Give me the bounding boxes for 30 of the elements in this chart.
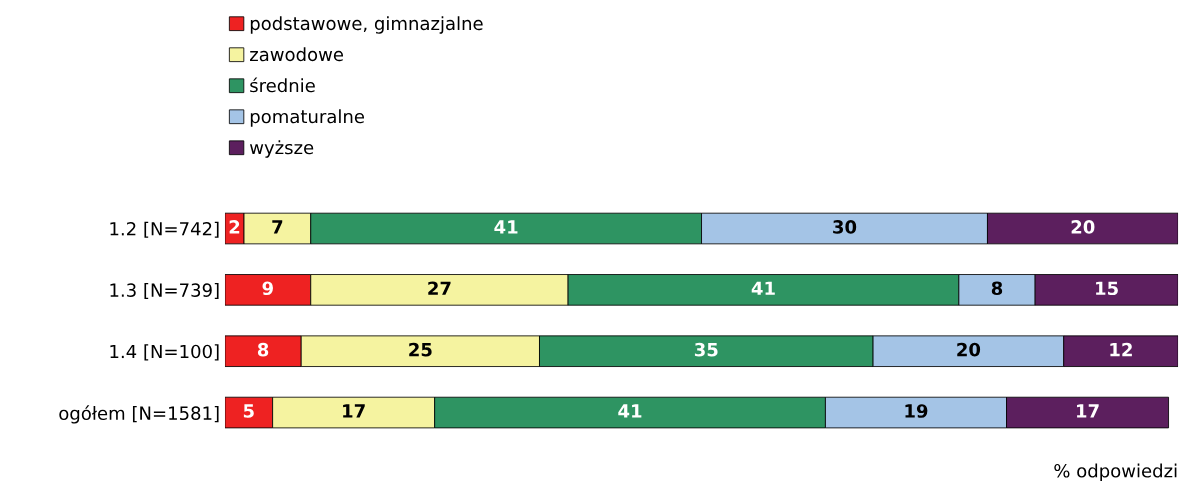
data-label: 35 [694,342,718,357]
data-label: 7 [272,220,283,234]
x-axis-title: % odpowiedzi [1054,463,1177,482]
data-label: 2 [229,220,240,234]
data-label: 27 [428,281,451,295]
data-label: 9 [262,281,273,296]
data-label: 41 [618,404,642,418]
y-tick-label: ogółem [N=1581] [59,405,219,424]
legend-label: pomaturalne [250,109,365,127]
y-tick-label: 1.2 [N=742] [110,221,219,238]
data-label: 15 [1096,281,1118,296]
legend-label: zawodowe [250,47,344,62]
legend-label: średnie [250,77,315,93]
data-label: 25 [409,342,432,357]
data-label: 41 [751,281,775,295]
legend-label: wyższe [249,140,314,158]
data-label: 12 [1110,342,1132,357]
legend-label: podstawowe, gimnazjalne [250,16,483,34]
data-label: 20 [1071,220,1095,234]
data-label: 19 [905,404,928,418]
data-label: 17 [1077,404,1099,418]
y-tick-label: 1.4 [N=100] [110,344,219,361]
data-label: 20 [957,342,981,357]
data-label: 41 [494,220,518,234]
data-label: 30 [833,220,857,234]
data-label: 8 [257,342,269,357]
data-label: 8 [991,281,1003,296]
data-label: 5 [243,404,254,418]
data-label: 17 [343,404,365,418]
y-tick-label: 1.3 [N=739] [110,283,219,300]
